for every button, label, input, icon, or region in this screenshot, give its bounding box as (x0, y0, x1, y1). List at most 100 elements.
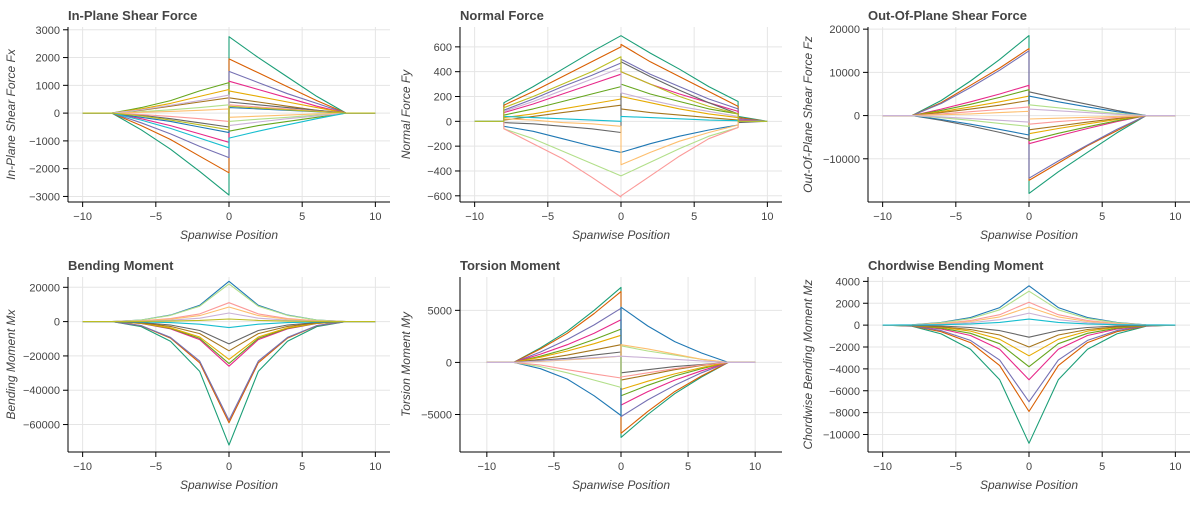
y-tick-label: −5000 (421, 410, 452, 422)
series-line (82, 318, 376, 323)
y-tick-label: −6000 (829, 386, 860, 398)
series-line (82, 105, 376, 131)
y-tick-label: −60000 (23, 420, 60, 432)
y-tick-label: 0 (446, 357, 452, 369)
y-tick-label: 400 (434, 67, 452, 79)
chart-title: Torsion Moment (460, 258, 561, 273)
y-tick-label: 0 (446, 116, 452, 128)
series-line (882, 324, 1176, 381)
chart-panel: −10 −5 0 5 10 −10000 0 10000 20000 Out-Of-Plane S… (801, 8, 1190, 242)
y-tick-label: −200 (427, 141, 452, 153)
x-tick-label: 10 (749, 461, 761, 473)
y-tick-label: −400 (427, 166, 452, 178)
series-line (882, 324, 1176, 403)
x-axis-label: Spanwise Position (180, 228, 278, 242)
x-tick-label: 0 (226, 211, 232, 223)
y-tick-label: 2000 (836, 298, 860, 310)
x-tick-label: 5 (299, 211, 305, 223)
y-tick-label: 10000 (829, 67, 860, 79)
y-axis-label: Torsion Moment My (399, 311, 413, 417)
series-line (82, 321, 376, 446)
y-tick-label: 0 (854, 111, 860, 123)
series-line (486, 361, 756, 379)
x-tick-label: 5 (685, 461, 691, 473)
x-tick-label: 0 (618, 211, 624, 223)
y-tick-label: −8000 (829, 408, 860, 420)
y-tick-label: 1000 (36, 80, 60, 92)
y-tick-label: 600 (434, 42, 452, 54)
y-tick-label: −3000 (29, 191, 60, 203)
series-line (882, 108, 1176, 123)
series-line (486, 355, 756, 363)
series-line (882, 324, 1176, 444)
y-tick-label: −10000 (823, 154, 860, 166)
x-tick-label: 10 (369, 211, 381, 223)
chart-title: In-Plane Shear Force (68, 8, 197, 23)
x-tick-label: 0 (1026, 461, 1032, 473)
y-tick-label: 20000 (829, 24, 860, 36)
chart-title: Out-Of-Plane Shear Force (868, 8, 1027, 23)
series-line (82, 88, 376, 114)
x-axis-label: Spanwise Position (980, 228, 1078, 242)
chart-title: Bending Moment (68, 258, 174, 273)
x-tick-label: −5 (150, 211, 163, 223)
y-axis-label: Chordwise Bending Moment Mz (801, 279, 815, 449)
x-tick-label: −5 (950, 211, 963, 223)
x-tick-label: −10 (73, 211, 92, 223)
y-tick-label: −40000 (23, 385, 60, 397)
series-line (882, 324, 1176, 338)
x-tick-label: −5 (150, 461, 163, 473)
y-tick-label: −2000 (29, 164, 60, 176)
x-tick-label: 0 (1026, 211, 1032, 223)
y-tick-label: −20000 (23, 351, 60, 363)
x-tick-label: 0 (618, 461, 624, 473)
chart-title: Chordwise Bending Moment (868, 258, 1044, 273)
series-line (474, 118, 768, 166)
x-axis-label: Spanwise Position (180, 478, 278, 492)
x-tick-label: 5 (691, 211, 697, 223)
y-tick-label: −600 (427, 191, 452, 203)
x-tick-label: −10 (873, 461, 892, 473)
x-tick-label: 10 (1169, 211, 1181, 223)
y-tick-label: 4000 (836, 276, 860, 288)
chart-panel: −10 −5 0 5 10 −3000 −2000 −1000 0 1000 2000 3000 In-… (4, 8, 390, 242)
series-line (882, 318, 1176, 326)
series-line (474, 115, 768, 122)
y-axis-label: Bending Moment Mx (4, 308, 18, 419)
y-tick-label: 0 (854, 320, 860, 332)
series-line (474, 43, 768, 122)
y-tick-label: 3000 (36, 25, 60, 37)
x-tick-label: 0 (226, 461, 232, 473)
series-line (474, 120, 768, 198)
x-tick-label: −10 (873, 211, 892, 223)
x-tick-label: −5 (548, 461, 561, 473)
series-line (882, 324, 1176, 348)
chart-panel: −10 −5 0 5 10 −10000 −8000 −6000 −4000 −2000 0 2000… (801, 258, 1190, 492)
series-line (474, 35, 768, 122)
y-tick-label: −2000 (829, 342, 860, 354)
x-tick-label: −5 (542, 211, 555, 223)
y-tick-label: −10000 (823, 430, 860, 442)
series-line (474, 56, 768, 122)
y-axis-label: In-Plane Shear Force Fx (4, 48, 18, 180)
x-tick-label: −10 (465, 211, 484, 223)
y-tick-label: 20000 (29, 282, 60, 294)
x-tick-label: 5 (1099, 211, 1105, 223)
series-line (82, 321, 376, 421)
x-tick-label: −10 (477, 461, 496, 473)
chart-panel: −10 −5 0 5 10 −600 −400 −200 0 200 400 600 Normal Fo… (399, 8, 782, 242)
series-line (82, 112, 376, 149)
y-tick-label: 200 (434, 92, 452, 104)
series-line (882, 324, 1176, 368)
chart-panel: −10 −5 0 5 10 −5000 0 5000 Torsion Moment Spanwis… (399, 258, 782, 492)
chart-title: Normal Force (460, 8, 544, 23)
x-axis-label: Spanwise Position (572, 228, 670, 242)
y-tick-label: −1000 (29, 136, 60, 148)
x-axis-label: Spanwise Position (572, 478, 670, 492)
x-axis-label: Spanwise Position (980, 478, 1078, 492)
x-tick-label: 5 (299, 461, 305, 473)
x-tick-label: 10 (1169, 461, 1181, 473)
y-axis-label: Normal Force Fy (399, 69, 413, 159)
